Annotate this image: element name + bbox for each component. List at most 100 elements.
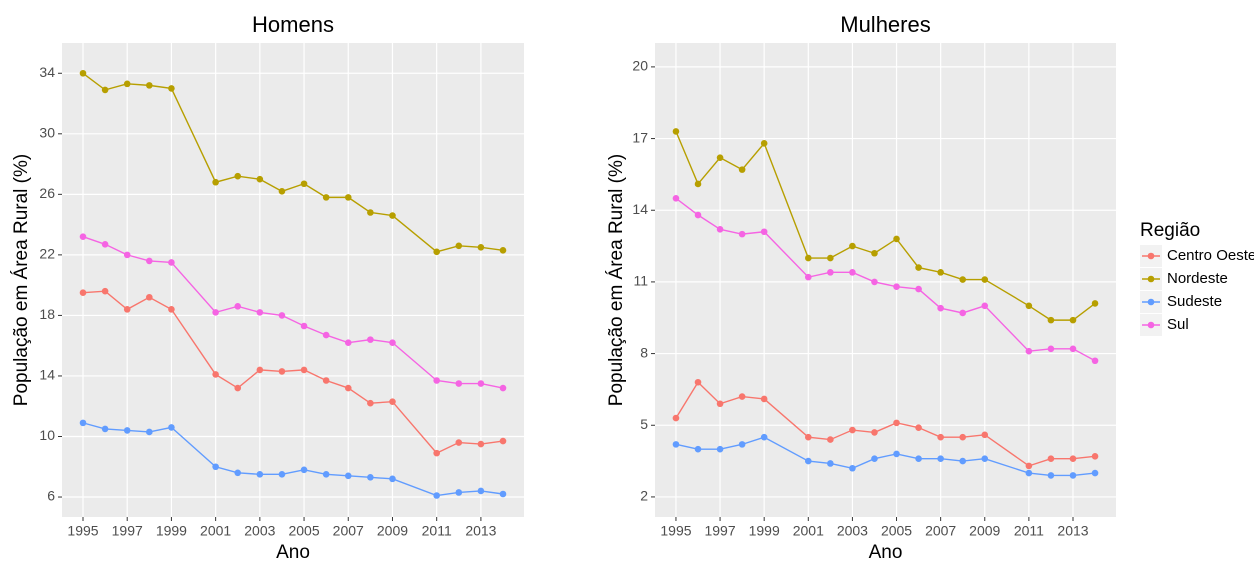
point	[1047, 455, 1055, 463]
x-tick-label: 2009	[969, 523, 1000, 539]
point	[672, 414, 680, 422]
series-line	[675, 197, 1096, 362]
point	[344, 472, 352, 480]
point	[234, 303, 242, 310]
point	[455, 439, 463, 446]
legend-swatch	[1147, 275, 1155, 283]
point	[915, 455, 922, 463]
point	[101, 425, 109, 433]
point	[300, 322, 308, 330]
point	[300, 466, 308, 474]
point	[959, 457, 967, 465]
x-tick-label: 2003	[837, 523, 868, 539]
y-tick-label: 18	[39, 306, 55, 322]
y-tick-label: 5	[640, 416, 648, 432]
point	[871, 455, 878, 463]
y-tick-label: 20	[632, 58, 648, 74]
point	[234, 172, 242, 180]
point	[937, 304, 944, 312]
point	[146, 257, 153, 265]
point	[672, 194, 680, 202]
x-tick-label: 2011	[422, 523, 452, 539]
point	[433, 492, 440, 499]
y-tick-label: 22	[39, 246, 55, 262]
point	[694, 445, 702, 453]
point	[79, 233, 87, 241]
point	[389, 212, 396, 219]
point	[322, 194, 330, 201]
point	[915, 264, 922, 271]
point	[937, 455, 944, 463]
point	[367, 399, 374, 407]
point	[871, 278, 878, 286]
point	[716, 226, 724, 233]
point	[915, 424, 922, 431]
point	[1025, 462, 1033, 470]
point	[694, 378, 702, 386]
point	[804, 273, 812, 281]
y-tick-label: 8	[640, 344, 648, 360]
x-axis-label: Ano	[276, 542, 310, 563]
y-tick-label: 11	[633, 273, 648, 289]
point	[827, 254, 834, 262]
y-tick-label: 14	[632, 201, 648, 217]
point	[1047, 345, 1055, 353]
point	[123, 427, 131, 434]
point	[433, 377, 440, 384]
x-tick-label: 2005	[288, 523, 319, 539]
point	[804, 457, 812, 465]
point	[344, 194, 352, 201]
y-tick-label: 2	[640, 488, 648, 504]
point	[1091, 453, 1099, 460]
point	[477, 244, 485, 251]
point	[981, 302, 989, 310]
point	[760, 140, 768, 147]
point	[367, 474, 374, 481]
point	[322, 331, 330, 339]
point	[79, 69, 87, 77]
point	[760, 433, 768, 441]
point	[389, 475, 396, 483]
point	[256, 366, 264, 374]
legend-swatch	[1147, 321, 1155, 329]
y-tick-label: 30	[39, 125, 55, 141]
point	[1091, 469, 1099, 477]
point	[123, 306, 131, 313]
point	[455, 380, 463, 387]
point	[760, 228, 768, 236]
x-tick-label: 1999	[156, 523, 187, 539]
point	[959, 309, 967, 317]
x-tick-label: 2007	[333, 523, 364, 539]
point	[694, 211, 702, 219]
point	[101, 86, 109, 94]
legend-label: Nordeste	[1167, 270, 1228, 287]
point	[256, 309, 264, 316]
point	[278, 368, 286, 375]
x-tick-label: 1999	[749, 523, 780, 539]
point	[322, 377, 330, 384]
point	[804, 254, 812, 262]
y-tick-label: 34	[39, 64, 55, 80]
point	[256, 471, 264, 478]
point	[367, 209, 374, 216]
point	[893, 450, 900, 458]
y-axis-label: População em Área Rural (%)	[606, 154, 627, 406]
chart-title: Mulheres	[840, 12, 930, 37]
point	[959, 433, 967, 441]
point	[123, 251, 131, 259]
point	[499, 490, 507, 498]
point	[849, 426, 856, 434]
point	[477, 440, 485, 448]
y-tick-label: 26	[39, 185, 55, 201]
point	[915, 285, 922, 293]
point	[389, 398, 396, 405]
y-axis-label: População em Área Rural (%)	[11, 154, 32, 406]
point	[168, 424, 175, 431]
point	[344, 339, 352, 346]
point	[937, 433, 944, 441]
point	[716, 154, 724, 161]
point	[499, 247, 507, 254]
x-tick-label: 2011	[1014, 523, 1044, 539]
x-tick-label: 2001	[200, 523, 231, 539]
